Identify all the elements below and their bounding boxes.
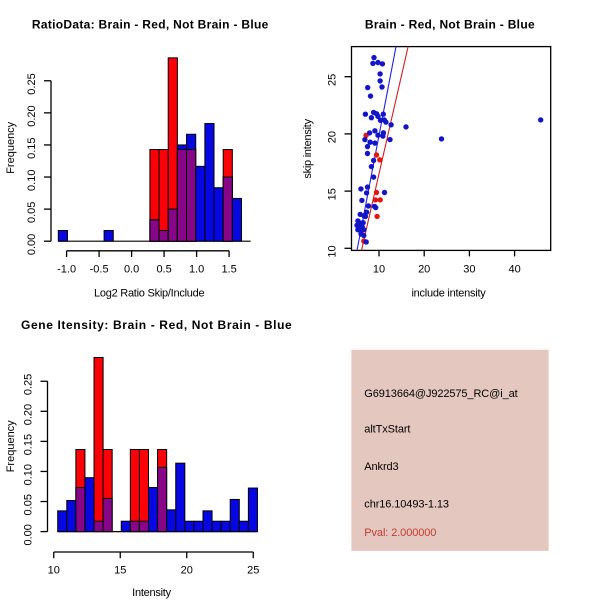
svg-text:altTxStart: altTxStart [364, 423, 410, 435]
svg-text:25: 25 [327, 74, 339, 86]
svg-text:0.0: 0.0 [124, 263, 139, 275]
svg-text:0.10: 0.10 [23, 464, 35, 485]
svg-text:40: 40 [508, 263, 520, 275]
svg-text:0.20: 0.20 [23, 404, 35, 425]
svg-text:chr16.10493-1.13: chr16.10493-1.13 [364, 498, 449, 510]
svg-text:20: 20 [181, 565, 193, 577]
svg-text:-0.5: -0.5 [90, 263, 109, 275]
svg-text:0.05: 0.05 [23, 494, 35, 515]
svg-text:Brain - Red, Not Brain - Blue: Brain - Red, Not Brain - Blue [365, 18, 535, 32]
svg-text:include intensity: include intensity [411, 287, 486, 299]
svg-text:0.15: 0.15 [23, 434, 35, 455]
svg-text:20: 20 [327, 131, 339, 143]
svg-text:0.25: 0.25 [26, 73, 38, 94]
svg-text:20: 20 [418, 263, 430, 275]
svg-text:0.00: 0.00 [23, 524, 35, 545]
svg-text:0.25: 0.25 [23, 374, 35, 395]
svg-text:1.5: 1.5 [221, 263, 236, 275]
svg-text:10: 10 [48, 565, 60, 577]
svg-text:Ankrd3: Ankrd3 [364, 461, 398, 473]
svg-text:Log2 Ratio Skip/Include: Log2 Ratio Skip/Include [94, 287, 205, 299]
svg-text:Frequency: Frequency [5, 121, 17, 173]
svg-text:Pval: 2.000000: Pval: 2.000000 [364, 527, 436, 539]
svg-text:Gene Itensity: Brain - Red, No: Gene Itensity: Brain - Red, Not Brain - … [21, 318, 292, 332]
svg-text:skip intensity: skip intensity [302, 118, 314, 178]
svg-text:0.5: 0.5 [156, 263, 171, 275]
svg-text:15: 15 [114, 565, 126, 577]
svg-text:0.20: 0.20 [26, 105, 38, 126]
svg-text:0.00: 0.00 [26, 234, 38, 255]
svg-text:0.15: 0.15 [26, 137, 38, 158]
svg-text:30: 30 [463, 263, 475, 275]
svg-text:15: 15 [327, 188, 339, 200]
svg-text:-1.0: -1.0 [57, 263, 76, 275]
svg-text:25: 25 [247, 565, 259, 577]
svg-text:10: 10 [327, 245, 339, 257]
svg-text:Intensity: Intensity [132, 587, 171, 599]
svg-text:0.10: 0.10 [26, 170, 38, 191]
svg-text:RatioData: Brain - Red, Not Br: RatioData: Brain - Red, Not Brain - Blue [32, 18, 269, 32]
svg-text:10: 10 [373, 263, 385, 275]
svg-text:1.0: 1.0 [189, 263, 204, 275]
svg-text:G6913664@J922575_RC@i_at: G6913664@J922575_RC@i_at [364, 388, 517, 400]
svg-text:0.05: 0.05 [26, 202, 38, 223]
svg-text:Frequency: Frequency [5, 420, 17, 472]
